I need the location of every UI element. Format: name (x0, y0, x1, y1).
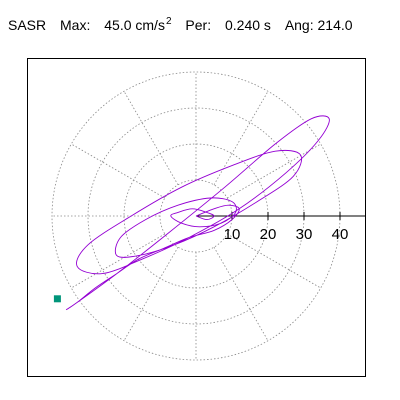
period-label: Per: (185, 17, 212, 33)
radial-tick-label-3: 40 (332, 226, 349, 243)
grid-spoke-11 (226, 233, 321, 289)
max-label: Max: (60, 17, 91, 33)
trace-line-0 (65, 115, 330, 311)
grid-spoke-2 (213, 91, 269, 186)
radial-tick-label-0: 10 (224, 226, 241, 243)
max-value: 45.0 (104, 17, 132, 33)
radial-tick-label-1: 20 (260, 226, 277, 243)
station-code: SASR (8, 17, 47, 33)
max-unit: cm/s (135, 17, 165, 33)
radial-axis (196, 212, 366, 220)
max-unit-exponent: 2 (165, 16, 172, 27)
grid-spoke-10 (213, 246, 269, 341)
trace-layer (53, 115, 330, 311)
grid-spoke-7 (71, 233, 166, 289)
angle-value: 214.0 (317, 17, 353, 33)
grid-spoke-4 (123, 91, 179, 186)
plot-frame (27, 58, 366, 377)
radial-tick-label-2: 30 (296, 226, 313, 243)
trace-end-marker (53, 295, 61, 303)
grid-spoke-1 (226, 143, 321, 199)
angle-label: Ang: (284, 17, 314, 33)
grid-spoke-5 (71, 143, 166, 199)
chart-header: SASR Max: 45.0 cm/s2 Per: 0.240 s Ang: 2… (8, 13, 353, 34)
period-value: 0.240 s (224, 17, 271, 33)
grid-spoke-8 (123, 246, 179, 341)
radial-tick-labels: 10 20 30 40 (224, 226, 349, 243)
